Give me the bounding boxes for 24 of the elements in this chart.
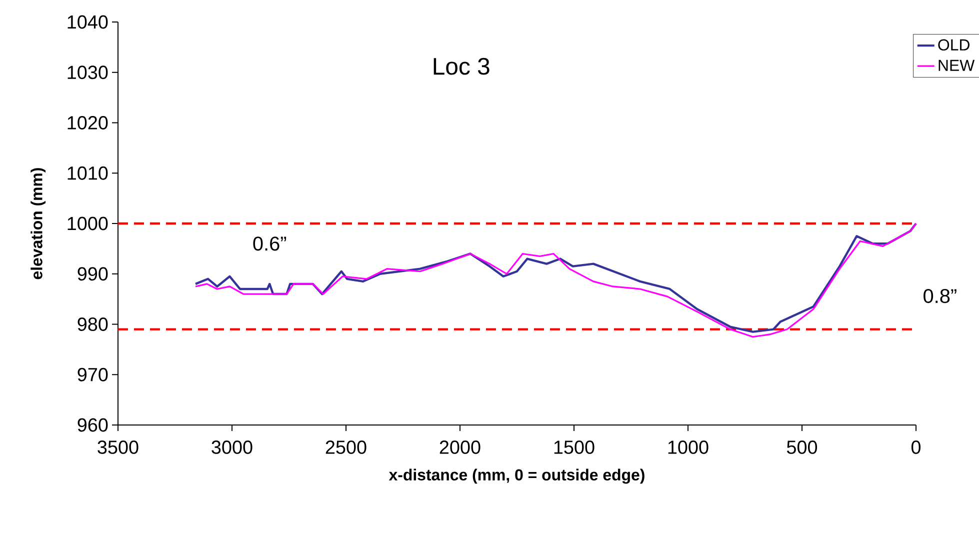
text: 0.8” — [924, 288, 956, 304]
y-tick-label: 970 — [78, 368, 108, 382]
x-tick-label: 3500 — [98, 440, 138, 454]
legend-label: NEW — [938, 60, 975, 71]
x-tick-label: 2500 — [326, 440, 366, 454]
x-tick-label: 1500 — [554, 440, 594, 454]
y-axis-title: elevation (mm) — [30, 168, 46, 280]
x-tick-label: 500 — [786, 440, 818, 454]
y-tick-label: 1040 — [68, 15, 108, 29]
y-tick-label: 1010 — [68, 166, 108, 180]
x-tick-label: 3000 — [212, 440, 252, 454]
y-tick-label: 1000 — [68, 216, 108, 230]
x-tick-label: 1000 — [668, 440, 708, 454]
y-tick-label: 990 — [78, 267, 108, 281]
legend-label: OLD — [938, 39, 970, 51]
x-tick-label: 0 — [911, 440, 921, 454]
y-tick-label: 980 — [78, 318, 108, 331]
annotation: 0.6” — [253, 236, 286, 251]
y-tick-label: 1020 — [68, 116, 108, 130]
x-tick-label: 2000 — [440, 440, 480, 454]
y-tick-label: 960 — [78, 418, 108, 432]
x-axis-title: x-distance (mm, 0 = outside edge) — [388, 468, 644, 484]
y-tick-label: 1030 — [68, 66, 108, 80]
text: Loc 3 — [434, 58, 490, 75]
